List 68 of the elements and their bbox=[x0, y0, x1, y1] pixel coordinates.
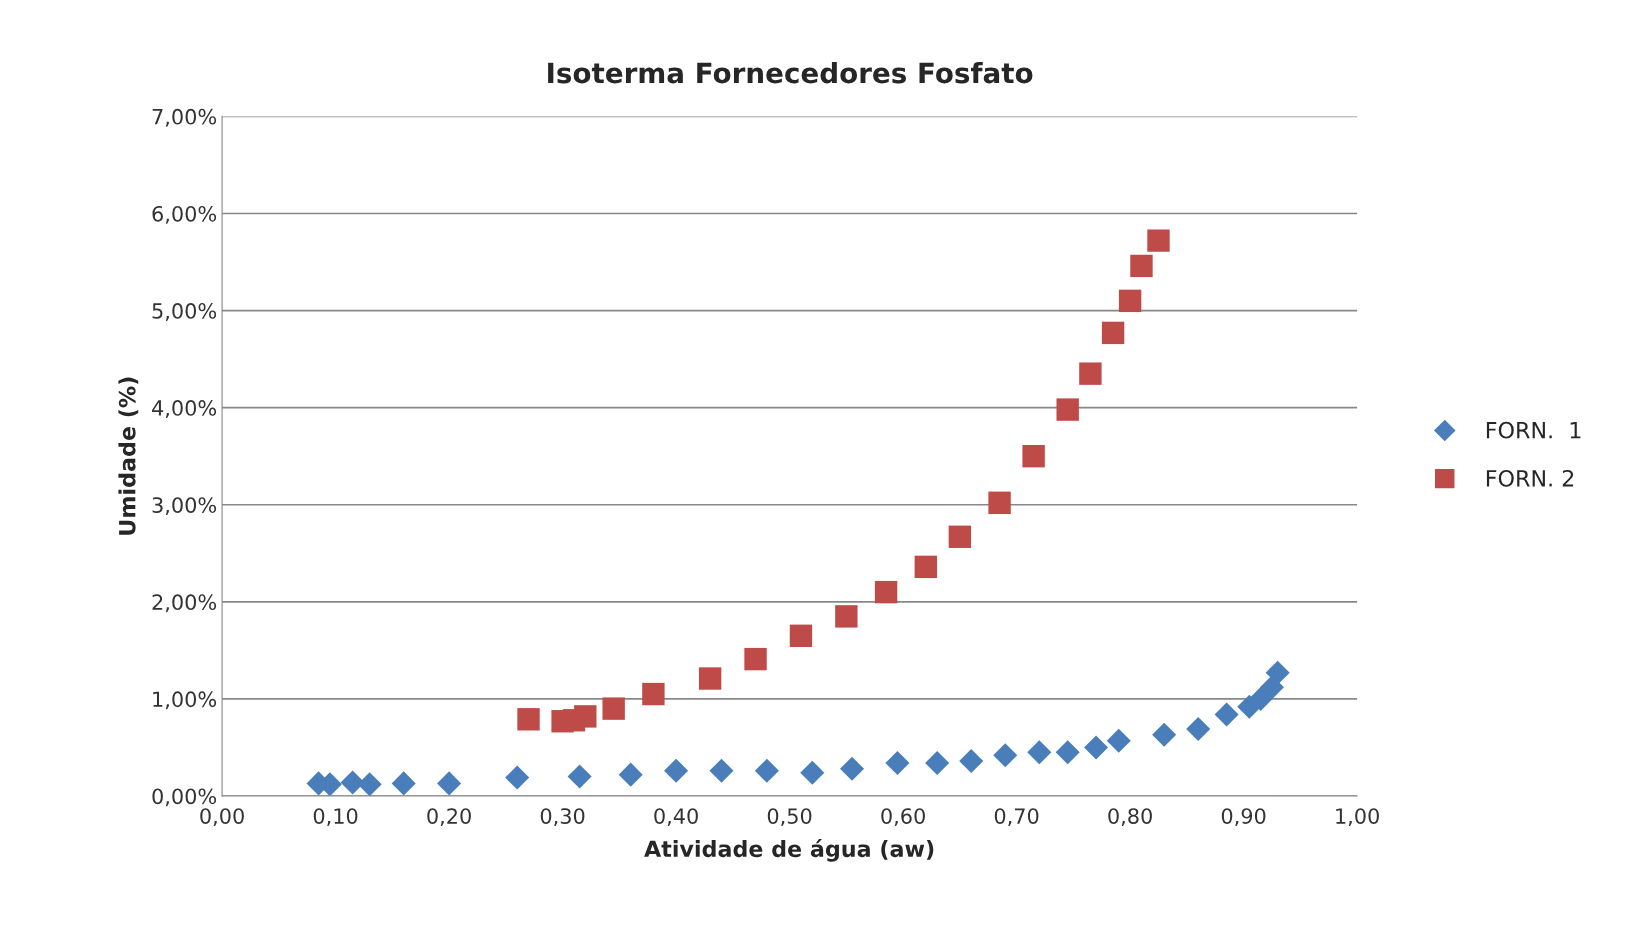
point bbox=[948, 525, 972, 548]
x-tick-label: 0,20 bbox=[427, 808, 471, 827]
point bbox=[642, 682, 665, 706]
point bbox=[988, 491, 1011, 514]
point bbox=[1027, 740, 1052, 765]
point bbox=[357, 772, 382, 797]
y-tick-label: 4,00% bbox=[152, 400, 217, 418]
point bbox=[874, 580, 898, 604]
x-tick-label: 0,10 bbox=[313, 808, 358, 827]
point bbox=[993, 743, 1018, 768]
point bbox=[835, 605, 858, 628]
x-tick-label: 0,70 bbox=[994, 808, 1039, 827]
y-tick-label: 0,00% bbox=[152, 788, 217, 807]
x-tick-label: 0,80 bbox=[1108, 808, 1152, 827]
point bbox=[754, 758, 779, 783]
point bbox=[1186, 716, 1211, 742]
x-tick-label: 0,60 bbox=[881, 808, 925, 827]
y-tick-label: 2,00% bbox=[152, 594, 217, 613]
point bbox=[1056, 398, 1079, 421]
point bbox=[744, 647, 767, 671]
point bbox=[1265, 660, 1290, 685]
point bbox=[1147, 229, 1170, 252]
y-tick-label: 3,00% bbox=[152, 497, 217, 516]
y-axis-title: Umidade (%) bbox=[118, 377, 139, 535]
y-tick-label: 1,00% bbox=[153, 691, 217, 710]
point bbox=[1101, 321, 1125, 345]
x-tick-label: 0,50 bbox=[767, 808, 812, 827]
x-tick-label: 0,40 bbox=[654, 808, 698, 827]
y-tick-label: 6,00% bbox=[152, 205, 217, 224]
point bbox=[602, 697, 625, 720]
point bbox=[1079, 362, 1102, 385]
point bbox=[709, 758, 734, 783]
point bbox=[664, 758, 689, 783]
legend-label: FORN. 1 bbox=[1486, 421, 1581, 439]
x-axis-title: Atividade de água (aw) bbox=[644, 839, 934, 862]
point bbox=[840, 756, 865, 781]
point bbox=[517, 708, 540, 731]
point bbox=[1022, 444, 1045, 468]
point bbox=[1214, 702, 1239, 727]
point bbox=[800, 760, 825, 785]
y-tick-label: 7,00% bbox=[152, 108, 217, 127]
point bbox=[885, 750, 910, 776]
y-tick-label: 5,00% bbox=[152, 303, 217, 321]
point bbox=[698, 667, 722, 690]
x-tick-label: 0,90 bbox=[1221, 808, 1266, 827]
point bbox=[340, 770, 365, 795]
point bbox=[567, 764, 592, 789]
point bbox=[1118, 289, 1142, 313]
chart-title: Isoterma Fornecedores Fosfato bbox=[548, 61, 1033, 84]
legend-label: FORN. 2 bbox=[1486, 469, 1574, 487]
x-tick-label: 0,30 bbox=[540, 808, 585, 827]
point bbox=[618, 762, 643, 787]
point bbox=[1106, 728, 1131, 753]
point bbox=[391, 771, 416, 796]
point bbox=[1055, 740, 1080, 765]
point bbox=[1152, 722, 1177, 747]
x-tick-label: 0,00 bbox=[200, 808, 244, 827]
point bbox=[959, 749, 984, 774]
point bbox=[437, 771, 462, 796]
point bbox=[1084, 735, 1109, 760]
point bbox=[925, 750, 950, 776]
point bbox=[1130, 254, 1153, 278]
point bbox=[1248, 686, 1273, 711]
point bbox=[574, 705, 597, 728]
point bbox=[505, 765, 530, 790]
point bbox=[789, 624, 813, 647]
point bbox=[914, 555, 937, 579]
x-tick-label: 1,00 bbox=[1336, 808, 1379, 827]
